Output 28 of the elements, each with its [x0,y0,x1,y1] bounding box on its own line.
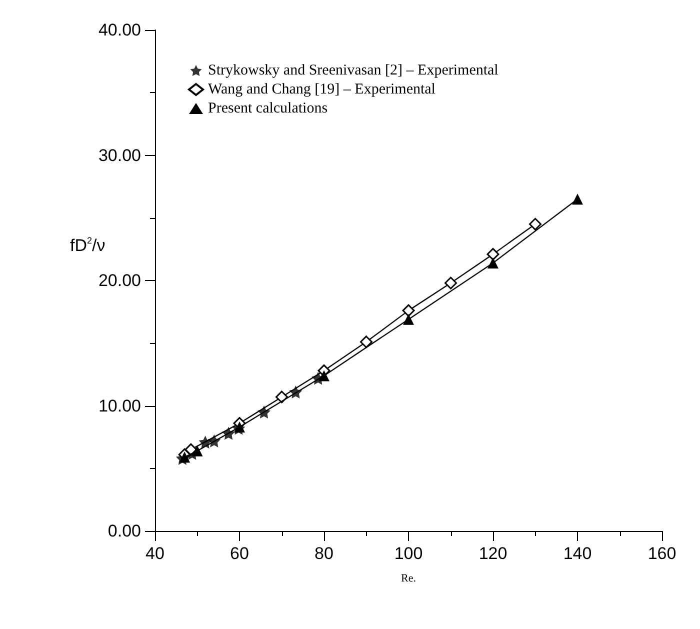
x-tick-label: 160 [648,544,676,563]
x-tick-label: 140 [563,544,592,563]
y-tick-label: 20.00 [98,271,141,290]
point [179,452,190,463]
legend-label: Present calculations [208,100,328,116]
x-tick-label: 40 [146,544,164,563]
y-tick-label: 0.00 [108,522,141,540]
x-tick-label: 60 [230,544,249,563]
point [444,276,457,290]
x-tick-label: 120 [478,544,508,563]
x-tick-label: 100 [394,544,423,563]
point [402,304,415,317]
point [360,336,372,348]
point [318,370,330,382]
x-tick-label: 80 [314,544,334,563]
point [488,257,498,268]
point [572,194,583,205]
point [403,314,414,325]
y-tick-label: 40.00 [98,20,141,40]
legend-label: Strykowsky and Sreenivasan [2] – Experimental [208,62,498,78]
y-tick-label: 10.00 [98,396,141,416]
legend-label: Wang and Chang [19] – Experimental [208,82,436,98]
point [529,218,542,230]
point [192,445,203,456]
y-tick-label: 30.00 [98,146,141,165]
point [276,390,288,404]
point [486,248,500,260]
x-axis-title: Re. [401,572,416,584]
